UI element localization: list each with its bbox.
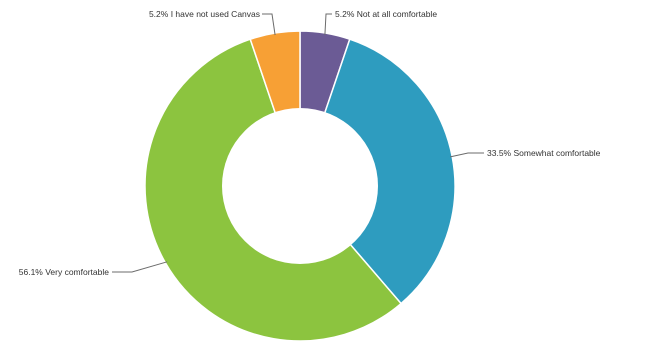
callout-line	[112, 261, 168, 273]
donut-hole	[222, 108, 378, 264]
callout-line	[324, 13, 332, 36]
callout-line	[450, 152, 484, 158]
callout-line	[262, 13, 276, 36]
slice-label: 56.1% Very comfortable	[19, 267, 110, 277]
slice-label: 33.5% Somewhat comfortable	[487, 148, 601, 158]
slice-label: 5.2% Not at all comfortable	[335, 9, 437, 19]
slice-label: 5.2% I have not used Canvas	[149, 9, 260, 19]
callouts-layer: 5.2% Not at all comfortable 33.5% Somewha…	[19, 9, 601, 277]
